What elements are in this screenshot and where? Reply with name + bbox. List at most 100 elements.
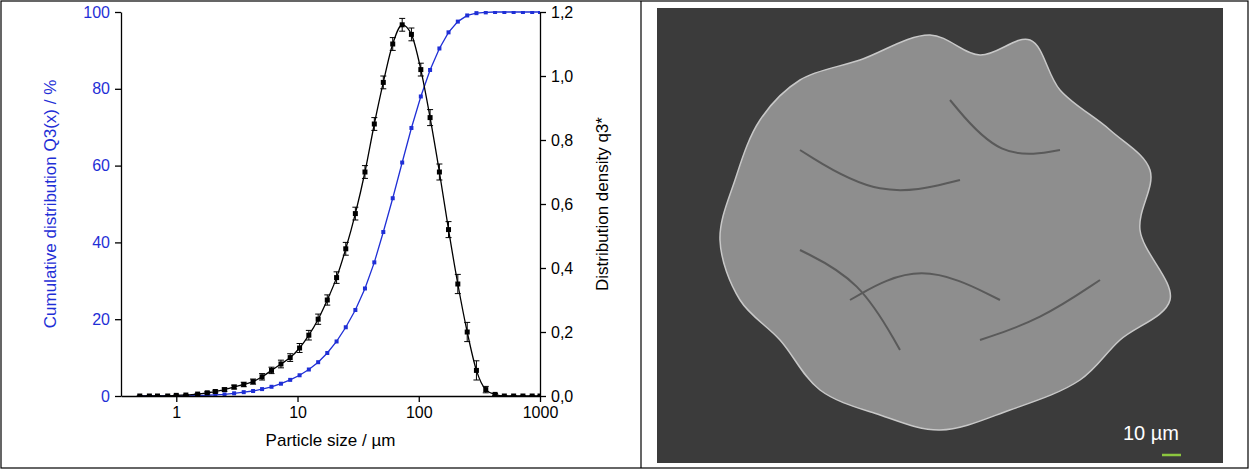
- error-bar: [352, 207, 358, 220]
- tick: 10: [289, 396, 307, 421]
- series-line: [140, 12, 540, 396]
- error-bar: [241, 382, 247, 386]
- series-line: [140, 25, 540, 396]
- marker: [232, 385, 237, 390]
- panel-divider: [640, 1, 641, 468]
- marker: [269, 368, 274, 373]
- error-bar: [324, 295, 330, 305]
- tick-label: 0,8: [551, 132, 573, 149]
- error-bar: [408, 28, 414, 41]
- marker: [409, 126, 413, 130]
- tick: 0,2: [540, 324, 573, 341]
- marker: [446, 227, 451, 232]
- marker: [502, 11, 506, 14]
- marker: [260, 374, 265, 379]
- marker: [521, 11, 525, 14]
- marker: [400, 22, 405, 27]
- tick: 40: [92, 234, 121, 251]
- marker: [279, 382, 283, 386]
- marker: [251, 389, 255, 393]
- error-bar: [278, 360, 284, 368]
- tick: 100: [406, 396, 433, 421]
- marker: [538, 11, 540, 14]
- error-bar: [464, 322, 470, 341]
- tick-label: 1000: [523, 404, 559, 421]
- tick-mark: [297, 396, 298, 402]
- error-bar: [259, 374, 265, 380]
- particle-fold: [800, 250, 900, 350]
- marker: [297, 346, 302, 351]
- series: [137, 18, 540, 397]
- tick: 1,0: [540, 68, 573, 85]
- error-bar: [483, 386, 489, 392]
- tick-mark: [115, 89, 121, 90]
- y2-axis-title: Distribution density q3*: [593, 117, 612, 291]
- y-axis: 020406080100: [83, 4, 121, 405]
- tick-label: 0,4: [551, 260, 573, 277]
- marker: [195, 392, 200, 397]
- x-axis: 1101001000: [122, 396, 559, 421]
- marker: [241, 382, 246, 387]
- marker: [437, 170, 442, 175]
- tick-label: 0,0: [551, 388, 573, 405]
- error-bar: [371, 118, 377, 131]
- particle-fold: [980, 280, 1100, 340]
- marker: [493, 11, 497, 14]
- error-bar: [362, 166, 368, 179]
- error-bar: [390, 38, 396, 51]
- marker: [335, 339, 339, 343]
- error-bar: [418, 63, 424, 76]
- marker: [316, 360, 320, 364]
- marker: [205, 390, 210, 395]
- marker: [362, 170, 367, 175]
- particle-fold: [850, 273, 1000, 300]
- marker: [260, 387, 264, 391]
- marker: [251, 379, 256, 384]
- marker: [381, 230, 385, 234]
- marker: [242, 390, 246, 394]
- error-bar: [380, 76, 386, 89]
- particle-fold: [950, 100, 1060, 154]
- plot-area: [137, 11, 540, 397]
- marker: [428, 68, 432, 72]
- particle: [720, 35, 1171, 430]
- tick-label: 80: [92, 80, 110, 97]
- error-bar: [473, 361, 479, 380]
- axis-line: [122, 396, 541, 397]
- marker: [278, 362, 283, 367]
- tick-label: 100: [83, 4, 110, 21]
- y-axis-title: Cumulative distribution Q3(x) / %: [41, 80, 60, 328]
- error-bar: [222, 388, 228, 391]
- image-background: [657, 8, 1223, 463]
- tick: 0,8: [540, 132, 573, 149]
- tick: 60: [92, 157, 121, 174]
- error-bar: [455, 274, 461, 293]
- figure: 11010010000204060801000,00,20,40,60,81,0…: [0, 0, 1250, 472]
- marker: [456, 20, 460, 24]
- tick-mark: [540, 140, 546, 141]
- series: [138, 11, 540, 397]
- tick-label: 1,0: [551, 68, 573, 85]
- marker: [372, 260, 376, 264]
- marker: [363, 286, 367, 290]
- marker: [409, 32, 414, 37]
- marker: [474, 11, 478, 15]
- tick-mark: [176, 396, 177, 402]
- error-bar: [268, 367, 274, 373]
- tick-label: 10: [289, 404, 307, 421]
- marker: [344, 325, 348, 329]
- tick: 0,4: [540, 260, 573, 277]
- marker: [334, 275, 339, 280]
- error-bar: [306, 330, 312, 340]
- marker: [288, 355, 293, 360]
- marker: [455, 282, 460, 287]
- marker: [325, 298, 330, 303]
- marker: [307, 368, 311, 372]
- marker: [483, 387, 488, 392]
- marker: [353, 211, 358, 216]
- tick-label: 0: [101, 388, 110, 405]
- tick-label: 0,6: [551, 196, 573, 213]
- marker: [343, 246, 348, 251]
- tick-mark: [115, 396, 121, 397]
- error-bar: [343, 242, 349, 255]
